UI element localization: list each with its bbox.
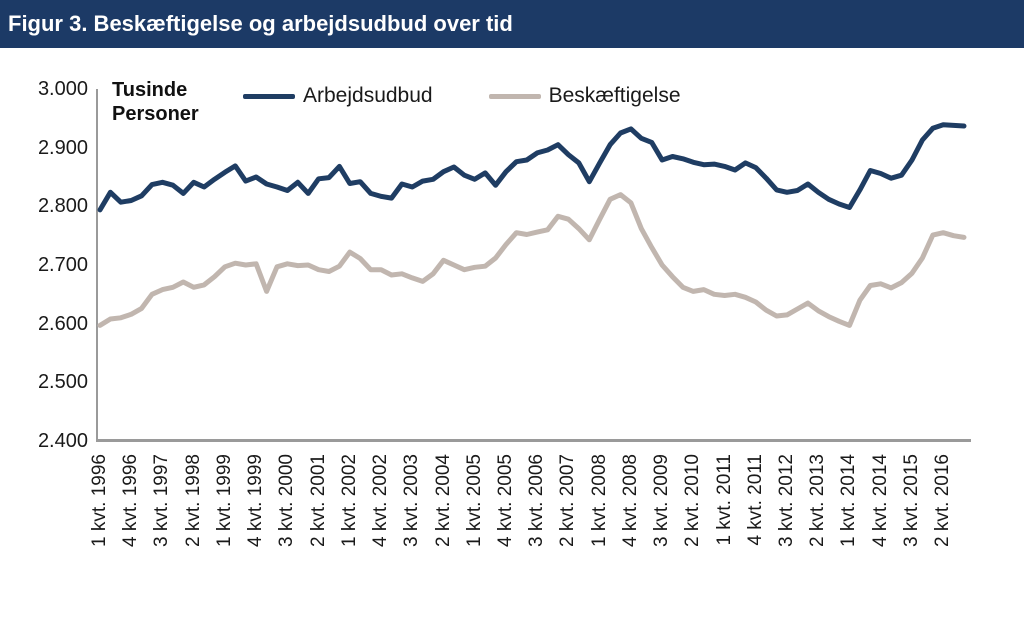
x-tick-label: 4 kvt. 2008 bbox=[619, 454, 641, 547]
x-tick-label: 4 kvt. 2005 bbox=[494, 454, 516, 547]
x-tick-label: 3 kvt. 2012 bbox=[776, 454, 798, 547]
x-tick-label: 2 kvt. 2013 bbox=[807, 454, 829, 547]
x-tick-label: 2 kvt. 2016 bbox=[932, 454, 954, 547]
x-tick-label: 1 kvt. 1996 bbox=[89, 454, 110, 547]
figure-title: Figur 3. Beskæftigelse og arbejdsudbud o… bbox=[8, 11, 513, 36]
x-tick-label: 3 kvt. 2000 bbox=[276, 454, 298, 547]
beskaeftigelse-line bbox=[97, 192, 967, 328]
x-tick-label: 2 kvt. 2004 bbox=[432, 454, 454, 547]
x-tick-label: 2 kvt. 2001 bbox=[307, 454, 329, 547]
legend-item-beskaeftigelse: Beskæftigelse bbox=[488, 84, 681, 108]
x-tick-label: 2 kvt. 2007 bbox=[557, 454, 579, 547]
y-tick-label: 2.900 bbox=[37, 136, 88, 159]
x-tick-label: 4 kvt. 1999 bbox=[245, 454, 267, 547]
y-tick-label: 2.500 bbox=[37, 371, 88, 394]
x-tick-label: 3 kvt. 2015 bbox=[900, 454, 922, 547]
legend-label-arbejdsudbud: Arbejdsudbud bbox=[303, 84, 433, 107]
x-tick-label: 1 kvt. 2011 bbox=[713, 454, 735, 546]
y-axis-title: Tusinde Personer bbox=[112, 79, 199, 125]
x-tick-label: 3 kvt. 1997 bbox=[151, 454, 173, 547]
data-lines-layer bbox=[97, 122, 967, 328]
x-tick-label: 4 kvt. 2014 bbox=[869, 454, 891, 547]
x-axis-line bbox=[96, 439, 971, 442]
x-tick-label: 4 kvt. 2002 bbox=[370, 454, 392, 547]
x-tick-label: 3 kvt. 2003 bbox=[401, 454, 423, 547]
x-tick-label: 4 kvt. 1996 bbox=[120, 454, 142, 547]
y-tick-label: 2.800 bbox=[37, 195, 88, 218]
arbejdsudbud-line-swatch bbox=[243, 93, 295, 99]
x-tick-label: 2 kvt. 2010 bbox=[682, 454, 704, 547]
beskaeftigelse-line-swatch bbox=[488, 93, 541, 99]
legend: Arbejdsudbud Beskæftigelse bbox=[243, 84, 681, 108]
y-tick-label: 2.600 bbox=[37, 312, 88, 335]
y-tick-label: 3.000 bbox=[37, 78, 88, 100]
x-tick-label: 1 kvt. 2005 bbox=[463, 454, 485, 547]
y-tick-label: 2.700 bbox=[37, 254, 88, 276]
x-tick-label: 1 kvt. 2008 bbox=[588, 454, 610, 547]
legend-label-beskaeftigelse: Beskæftigelse bbox=[548, 84, 681, 107]
y-tick-label: 2.400 bbox=[37, 430, 88, 452]
x-tick-label: 3 kvt. 2009 bbox=[651, 454, 673, 547]
x-tick-label: 1 kvt. 2014 bbox=[838, 454, 860, 547]
x-tick-label: 4 kvt. 2011 bbox=[744, 454, 766, 546]
legend-item-arbejdsudbud: Arbejdsudbud bbox=[243, 84, 433, 108]
arbejdsudbud-line bbox=[97, 122, 967, 213]
x-tick-label: 2 kvt. 1998 bbox=[182, 454, 204, 547]
x-tick-label: 1 kvt. 2002 bbox=[338, 454, 360, 547]
x-tick-label: 1 kvt. 1999 bbox=[213, 454, 235, 547]
x-tick-label: 3 kvt. 2006 bbox=[526, 454, 548, 547]
y-axis-line bbox=[96, 89, 98, 441]
figure-title-bar: Figur 3. Beskæftigelse og arbejdsudbud o… bbox=[0, 0, 1024, 48]
